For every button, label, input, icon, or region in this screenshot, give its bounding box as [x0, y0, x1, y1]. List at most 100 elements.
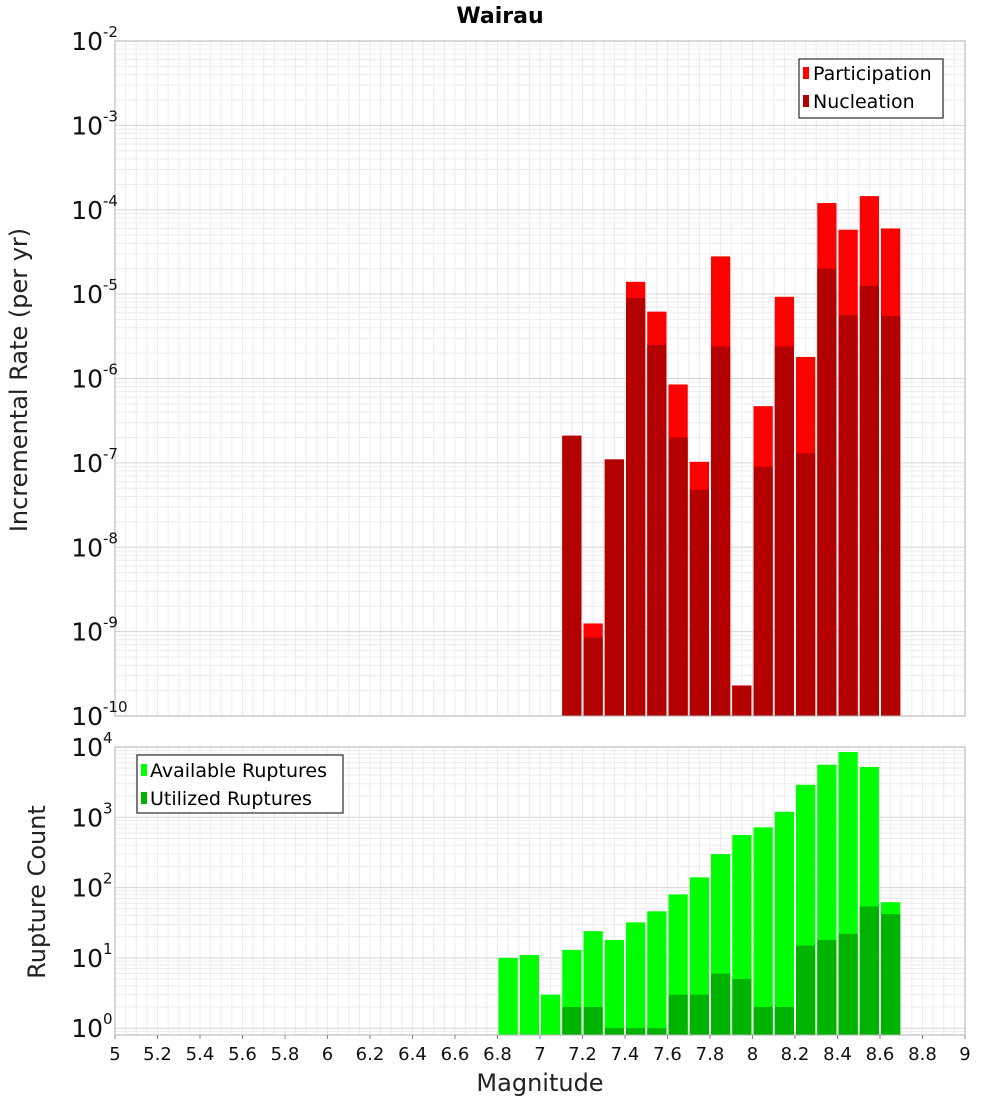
- y-tick-label: 10 -9: [71, 614, 118, 647]
- x-tick-label: 8: [747, 1044, 758, 1065]
- nucleation-bar: [583, 637, 603, 716]
- x-tick-label: 6.8: [483, 1044, 512, 1065]
- bottom-bars: [498, 751, 901, 1035]
- x-tick-label: 6.4: [398, 1044, 427, 1065]
- utilized-ruptures-bar: [817, 939, 837, 1035]
- nucleation-bar: [753, 466, 773, 716]
- x-tick-labels: 5 5.2 5.4 5.6 5.8 6 6.2 6.4 6.6 6.8 7 7.2 7.4 7.6 7.8 8…: [109, 1035, 971, 1065]
- utilized-ruptures-bar: [881, 914, 901, 1035]
- utilized-ruptures-bar: [838, 933, 858, 1035]
- legend-label-available: Available Ruptures: [150, 760, 327, 782]
- utilized-ruptures-bar: [689, 994, 709, 1035]
- nucleation-bar: [859, 285, 879, 716]
- utilized-ruptures-bar: [732, 979, 752, 1035]
- y-tick-label: 10 3: [71, 799, 112, 832]
- nucleation-bar: [668, 437, 688, 716]
- nucleation-bar: [647, 344, 667, 716]
- y-tick-label: 10 1: [71, 940, 112, 973]
- x-tick-label: 6: [322, 1044, 333, 1065]
- legend-swatch-nucleation: [803, 95, 809, 107]
- utilized-ruptures-bar: [859, 906, 879, 1035]
- y-tick-exponent: 4: [103, 729, 113, 747]
- y-tick-base: 10: [71, 618, 103, 647]
- top-plot-border: [114, 40, 966, 717]
- legend-swatch-available: [141, 764, 147, 776]
- x-tick-label: 5: [109, 1044, 120, 1065]
- nucleation-bar: [604, 459, 624, 716]
- available-ruptures-bar: [519, 954, 539, 1035]
- y-tick-label: 10 -6: [71, 361, 118, 394]
- y-tick-exponent: 1: [103, 940, 113, 958]
- x-tick-label: 7: [534, 1044, 545, 1065]
- y-tick-base: 10: [71, 944, 103, 973]
- y-tick-base: 10: [71, 874, 103, 903]
- x-tick-label: 5.2: [143, 1044, 172, 1065]
- legend-label-nucleation: Nucleation: [813, 91, 915, 113]
- chart-title: Wairau: [456, 4, 543, 29]
- y-tick-exponent: -3: [103, 107, 118, 125]
- nucleation-bar: [838, 315, 858, 716]
- y-tick-base: 10: [71, 449, 103, 478]
- x-tick-label: 6.6: [441, 1044, 470, 1065]
- utilized-ruptures-bar: [711, 973, 731, 1035]
- utilized-ruptures-bar: [562, 1007, 582, 1035]
- y-tick-label: 10 -8: [71, 529, 118, 562]
- y-tick-exponent: -4: [103, 192, 118, 210]
- x-tick-label: 5.6: [228, 1044, 257, 1065]
- bottom-y-axis-label: Rupture Count: [23, 805, 51, 979]
- y-tick-base: 10: [71, 27, 103, 56]
- y-tick-base: 10: [71, 280, 103, 309]
- utilized-ruptures-bar: [647, 1028, 667, 1035]
- legend-swatch-participation: [803, 67, 809, 79]
- nucleation-bar: [881, 316, 901, 716]
- utilized-ruptures-bar: [774, 1007, 794, 1035]
- legend-label-participation: Participation: [813, 63, 932, 85]
- x-tick-label: 7.6: [653, 1044, 682, 1065]
- y-tick-base: 10: [71, 111, 103, 140]
- legend-swatch-utilized: [141, 792, 147, 804]
- utilized-ruptures-bar: [604, 1028, 624, 1035]
- y-tick-exponent: -9: [103, 614, 118, 632]
- y-tick-base: 10: [71, 533, 103, 562]
- available-ruptures-bar: [541, 994, 561, 1035]
- nucleation-bar: [626, 297, 646, 716]
- top-bars: [562, 196, 901, 717]
- utilized-ruptures-bar: [583, 1007, 603, 1035]
- y-tick-base: 10: [71, 196, 103, 225]
- x-tick-label: 6.2: [356, 1044, 385, 1065]
- top-y-axis-label: Incremental Rate (per yr): [5, 228, 33, 532]
- nucleation-bar: [796, 453, 816, 716]
- y-tick-exponent: -6: [103, 361, 118, 379]
- y-tick-base: 10: [71, 1014, 103, 1043]
- x-tick-label: 8.2: [781, 1044, 810, 1065]
- y-tick-base: 10: [71, 803, 103, 832]
- utilized-ruptures-bar: [796, 945, 816, 1035]
- y-tick-label: 10 2: [71, 870, 112, 903]
- available-ruptures-bar: [647, 911, 667, 1035]
- y-tick-exponent: -2: [103, 23, 118, 41]
- y-tick-label: 10 -5: [71, 276, 118, 309]
- y-tick-exponent: 2: [103, 870, 113, 888]
- nucleation-bar: [711, 346, 731, 716]
- y-tick-label: 10 -2: [71, 23, 118, 56]
- legend-label-utilized: Utilized Ruptures: [150, 788, 312, 810]
- y-tick-exponent: -8: [103, 529, 118, 547]
- available-ruptures-bar: [604, 939, 624, 1035]
- bottom-legend-box: [136, 754, 344, 814]
- top-gridlines: [115, 41, 965, 717]
- y-tick-base: 10: [71, 702, 103, 731]
- x-tick-label: 8.8: [908, 1044, 937, 1065]
- available-ruptures-bar: [626, 922, 646, 1035]
- bottom-legend: Available Ruptures Utilized Ruptures: [136, 754, 344, 814]
- nucleation-bar: [732, 685, 752, 716]
- available-ruptures-bar: [753, 827, 773, 1035]
- y-tick-label: 10 -3: [71, 107, 118, 140]
- x-tick-label: 5.4: [186, 1044, 215, 1065]
- top-legend: Participation Nucleation: [798, 58, 944, 119]
- y-tick-exponent: -10: [103, 698, 128, 716]
- top-legend-box: [798, 58, 944, 119]
